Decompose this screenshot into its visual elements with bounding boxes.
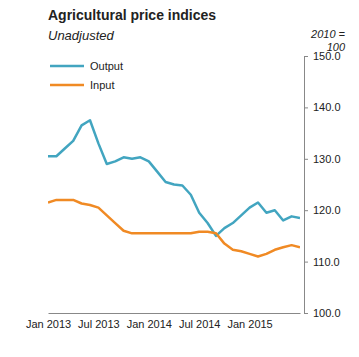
x-tick-label: Jan 2013: [26, 318, 71, 330]
y-tick: 150.0: [304, 50, 341, 62]
x-tick: Jul 2014: [179, 313, 221, 330]
x-axis: Jan 2013 Jul 2013 Jan 2014 Jul 2014 Jan 2015: [26, 313, 301, 330]
y-axis-line: [304, 57, 305, 314]
series-line: [48, 120, 300, 236]
plot-area: [48, 120, 300, 256]
y-tick-label: 100.0: [313, 307, 341, 319]
y-tick: 110.0: [304, 256, 340, 268]
x-tick-label: Jul 2013: [78, 318, 120, 330]
y-tick: 100.0: [304, 307, 341, 319]
y-tick: 120.0: [304, 204, 341, 216]
x-tick: Jan 2014: [127, 313, 172, 330]
series-line: [48, 200, 300, 257]
y-tick: 130.0: [304, 153, 341, 165]
y-tick-label: 140.0: [313, 101, 341, 113]
x-tick: Jul 2013: [78, 313, 120, 330]
y-axis-label: 2010 =: [310, 28, 346, 40]
y-tick-label: 110.0: [313, 256, 340, 268]
legend-label: Output: [90, 60, 123, 72]
x-axis-line: [49, 313, 301, 314]
legend-swatch: [50, 65, 84, 68]
x-tick: Jan 2015: [227, 313, 272, 330]
y-tick-mark: [304, 56, 308, 57]
x-tick-label: Jul 2014: [179, 318, 221, 330]
subtitle: Unadjusted: [48, 28, 115, 43]
y-tick-mark: [304, 107, 308, 108]
chart: Agricultural price indices Unadjusted 2010…: [0, 0, 359, 357]
y-tick-mark: [304, 313, 308, 314]
y-tick-label: 120.0: [313, 204, 341, 216]
y-tick-label: 150.0: [313, 50, 341, 62]
x-tick-label: Jan 2015: [227, 318, 272, 330]
legend-label: Input: [90, 79, 114, 91]
legend: Output Input: [50, 60, 123, 91]
x-tick: Jan 2013: [26, 313, 71, 330]
y-tick-mark: [304, 210, 308, 211]
y-tick-mark: [304, 262, 308, 263]
y-tick-label: 130.0: [313, 153, 341, 165]
y-tick-mark: [304, 159, 308, 160]
title: Agricultural price indices: [48, 7, 216, 23]
y-tick: 140.0: [304, 101, 341, 113]
y-axis: 100.0 110.0 120.0 130.0 140.0 150.0: [304, 50, 341, 319]
legend-swatch: [50, 84, 84, 87]
x-tick-label: Jan 2014: [127, 318, 172, 330]
